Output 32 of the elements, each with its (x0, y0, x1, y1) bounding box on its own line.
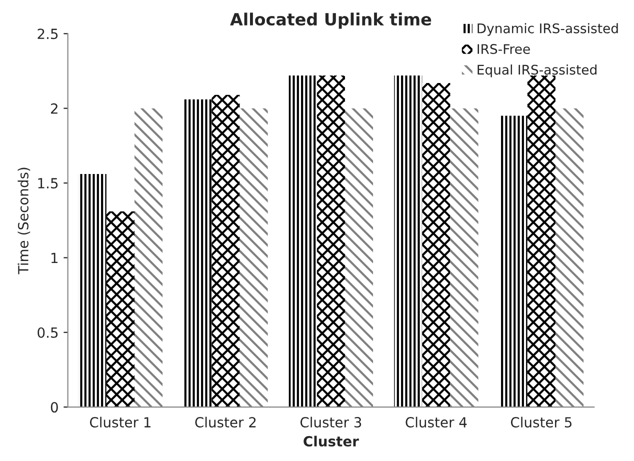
y-tick-label: 2 (50, 103, 58, 114)
bar (106, 211, 134, 408)
bar (499, 116, 528, 408)
bar (184, 99, 212, 408)
legend-label: IRS-Free (478, 44, 530, 54)
bar (527, 75, 556, 408)
x-tick-label: Cluster 5 (510, 416, 572, 428)
x-axis-title: Cluster (304, 436, 359, 447)
y-tick-label: 1 (52, 252, 58, 263)
bar (394, 75, 422, 408)
bar (240, 108, 268, 408)
x-tick-label: Cluster 4 (406, 416, 467, 428)
bar (134, 108, 163, 408)
bar (422, 82, 450, 408)
y-axis-title: Time (Seconds) (18, 168, 30, 274)
bar (344, 108, 374, 408)
bar (316, 75, 345, 408)
y-tick-label: 0 (50, 402, 58, 413)
bar (450, 108, 478, 408)
bar (288, 75, 317, 408)
bar (555, 108, 584, 408)
y-tick-label: 1.5 (38, 178, 58, 188)
chart-title: Allocated Uplink time (230, 12, 432, 29)
y-tick-label: 0.5 (38, 327, 58, 338)
legend-label: Dynamic IRS-assisted (478, 23, 618, 36)
x-tick-label: Cluster 2 (195, 416, 256, 428)
bar (78, 174, 106, 408)
y-tick-label: 2.5 (38, 28, 58, 40)
x-tick-label: Cluster 1 (90, 416, 150, 428)
bar (212, 94, 240, 408)
legend-label: Equal IRS-assisted (478, 64, 596, 78)
x-tick-label: Cluster 3 (300, 416, 362, 428)
